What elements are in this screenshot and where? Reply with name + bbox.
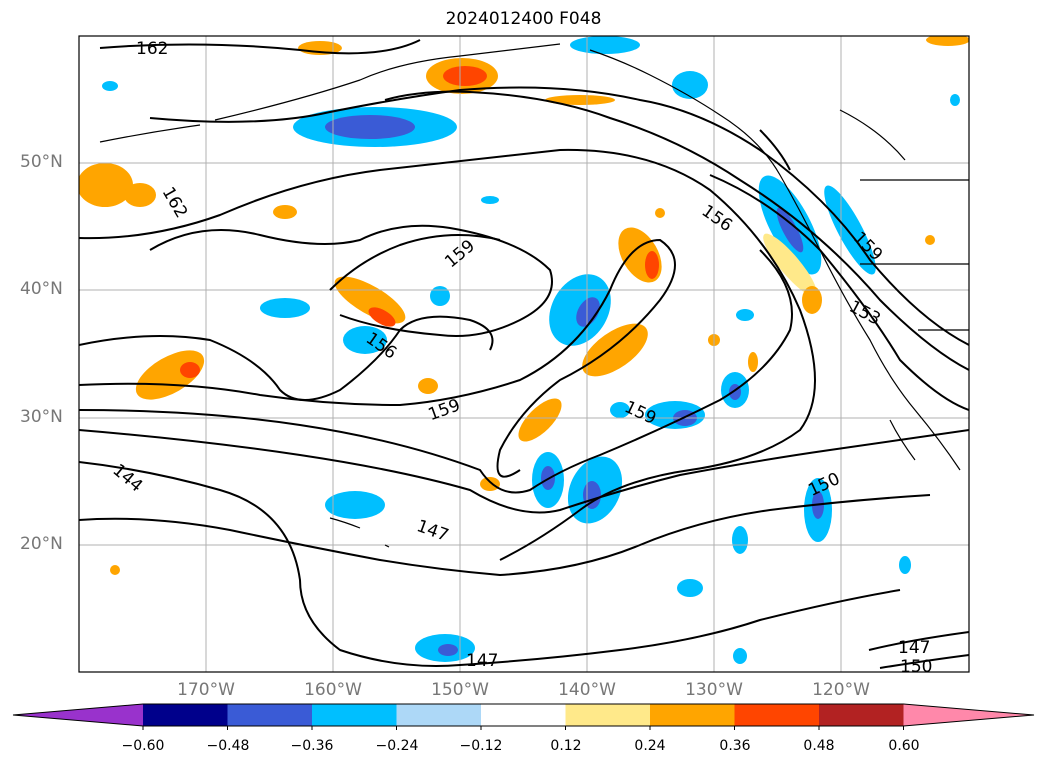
colorbar-segment	[650, 704, 735, 726]
lon-label-170w: 170°W	[177, 680, 235, 700]
contour-label: 162	[158, 184, 192, 222]
colorbar-tick-label: −0.36	[290, 738, 334, 754]
contour-label: 147	[898, 638, 930, 658]
contour-label: 144	[109, 460, 147, 496]
contour-label: 159	[441, 236, 479, 272]
graticule-grid	[79, 36, 969, 672]
coastlines	[99, 43, 969, 548]
colorbar-segment	[312, 704, 397, 726]
map-title: 2024012400 F048	[445, 9, 602, 29]
lon-label-160w: 160°W	[304, 680, 362, 700]
colorbar-segment	[819, 704, 904, 726]
lon-label-120w: 120°W	[812, 680, 870, 700]
lat-label-50n: 50°N	[20, 152, 63, 172]
colorbar-segment	[481, 704, 566, 726]
lon-label-140w: 140°W	[558, 680, 616, 700]
colorbar-extend-low	[13, 704, 143, 726]
height-contours	[79, 39, 969, 669]
contour-label: 162	[136, 39, 168, 59]
lon-label-130w: 130°W	[685, 680, 743, 700]
colorbar-tick-label: 0.12	[550, 738, 582, 754]
colorbar-tick-label: 0.48	[803, 738, 835, 754]
lat-label-20n: 20°N	[20, 534, 63, 554]
lat-label-30n: 30°N	[20, 407, 63, 427]
colorbar-tick-label: −0.60	[121, 738, 165, 754]
colorbar-tick-label: −0.24	[375, 738, 419, 754]
colorbar-tick-label: −0.12	[459, 738, 503, 754]
contour-label: 147	[466, 651, 498, 671]
contour-label: 147	[414, 516, 451, 546]
colorbar-segment	[143, 704, 228, 726]
colorbar-tick-label: 0.24	[634, 738, 666, 754]
colorbar-segment	[734, 704, 820, 726]
map-frame	[78, 35, 970, 673]
colorbar	[12, 703, 1035, 730]
negative-anomaly-shading	[102, 36, 960, 664]
contour-labels: 162 162 159 159 159 156 156 159 153 150 …	[109, 39, 933, 677]
positive-anomaly-shading	[79, 36, 969, 575]
contour-label: 159	[426, 395, 463, 425]
colorbar-segment	[396, 704, 482, 726]
colorbar-tick-label: −0.48	[206, 738, 250, 754]
colorbar-tick-label: 0.36	[719, 738, 751, 754]
contour-label: 156	[698, 201, 736, 236]
colorbar-segment	[227, 704, 313, 726]
lat-label-40n: 40°N	[20, 279, 63, 299]
colorbar-extend-high	[903, 704, 1034, 726]
colorbar-tick-label: 0.60	[888, 738, 920, 754]
contour-label: 150	[900, 657, 932, 677]
colorbar-segment	[565, 704, 651, 726]
lon-label-150w: 150°W	[431, 680, 489, 700]
